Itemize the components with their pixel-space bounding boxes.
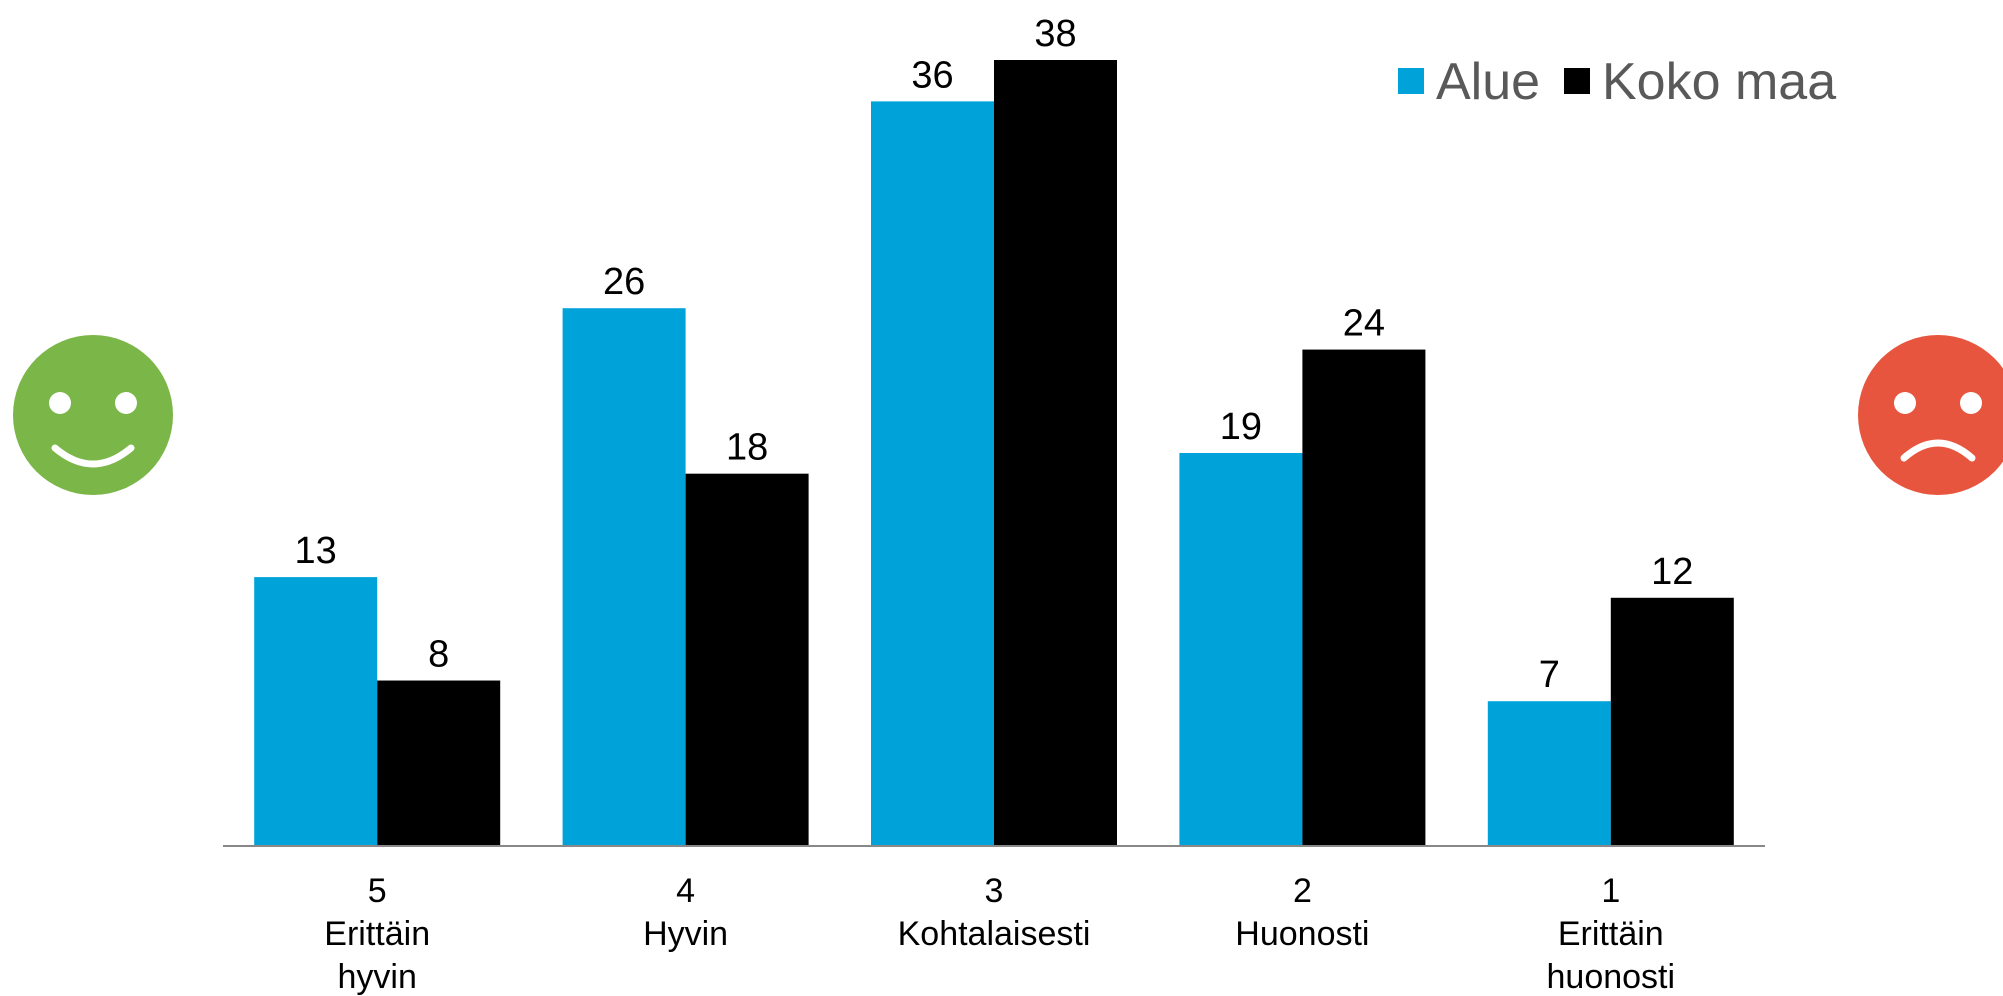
data-label: 18 [726,427,768,469]
bar-koko-maa-3 [1302,349,1426,846]
data-label: 38 [1034,13,1076,55]
data-label: 13 [295,530,337,572]
legend-label-alue: Alue [1436,53,1540,111]
bar-koko-maa-0 [377,680,501,846]
data-labels-group: 13 8 26 18 36 38 19 24 7 12 [295,13,1694,696]
x-tick-label: 3 Kohtalaisesti [898,872,1091,953]
data-label: 26 [603,261,645,303]
bars-group [254,60,1734,847]
data-label: 7 [1539,654,1560,696]
bar-koko-maa-4 [1610,597,1734,846]
legend-swatch-alue [1398,68,1424,94]
bar-alue-4 [1487,701,1611,846]
x-tick-label: 1 Erittäin huonosti [1547,872,1676,996]
legend-label-koko-maa: Koko maa [1602,53,1836,111]
bar-alue-2 [871,101,994,847]
x-tick-label: 4 Hyvin [643,872,728,953]
smiley-sad-icon [1858,335,2003,495]
smiley-happy-icon [13,335,173,495]
bar-alue-3 [1179,453,1303,846]
data-label: 19 [1220,406,1262,448]
legend-swatch-koko-maa [1564,68,1590,94]
data-label: 24 [1343,303,1385,345]
x-tick-label: 2 Huonosti [1235,872,1369,953]
bar-alue-0 [254,577,378,846]
bar-koko-maa-1 [685,473,809,846]
legend: Alue Koko maa [1398,53,1836,111]
bar-alue-1 [562,308,686,846]
data-label: 8 [428,634,449,676]
x-tick-label: 5 Erittäin hyvin [324,872,430,996]
bar-koko-maa-2 [994,60,1117,846]
x-tick-labels-group: 5 Erittäin hyvin 4 Hyvin 3 Kohtalaisesti 2 Huono… [324,872,1675,996]
data-label: 36 [911,54,953,96]
data-label: 12 [1651,551,1693,593]
